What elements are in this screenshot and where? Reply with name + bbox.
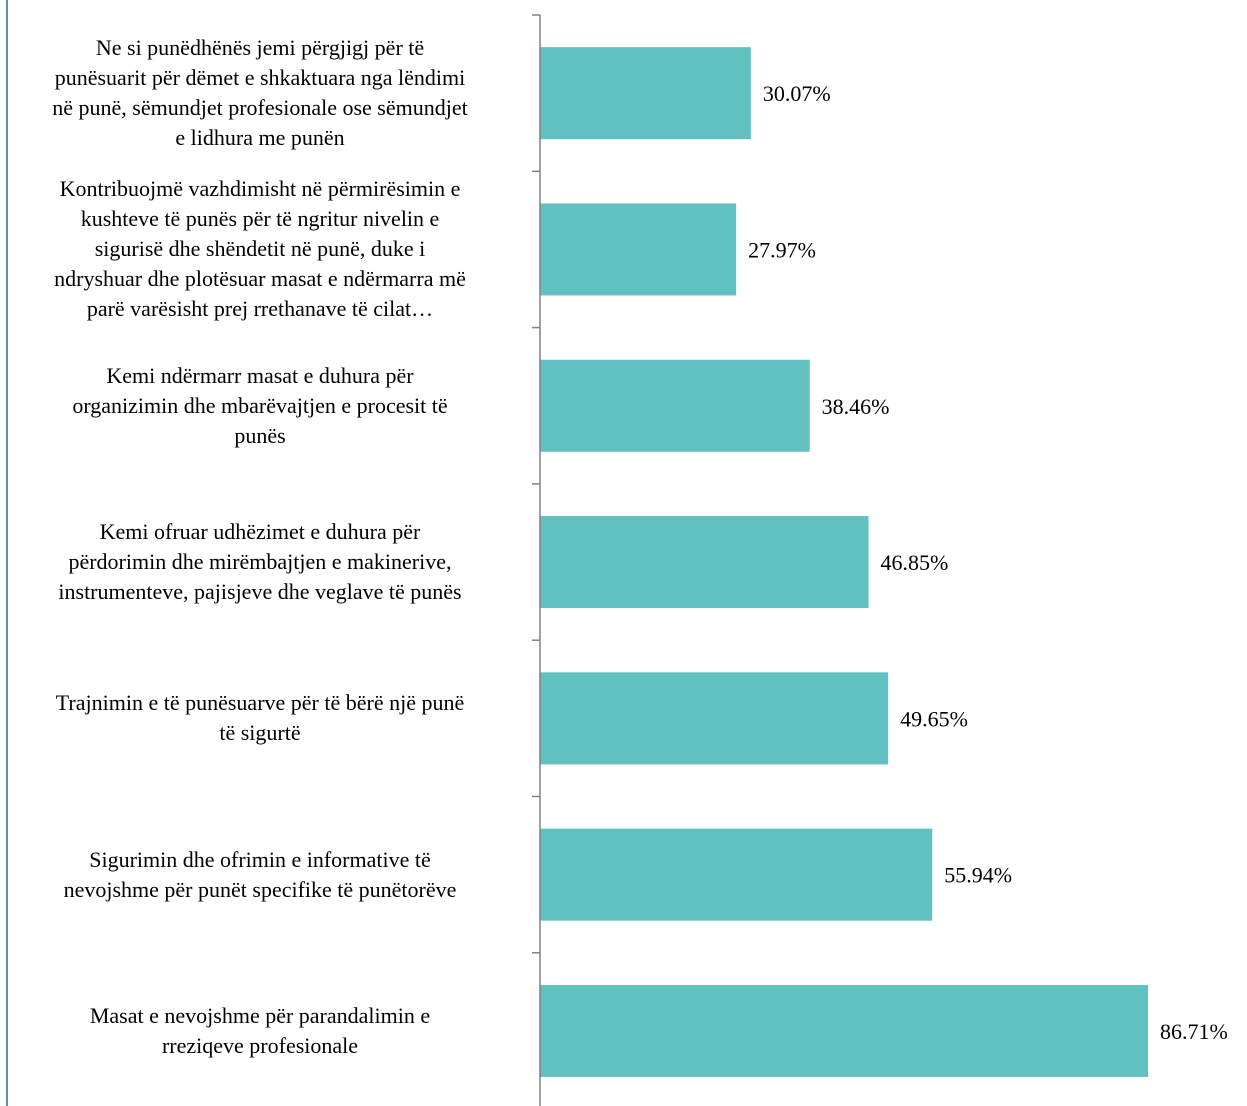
- data-label: 46.85%: [881, 550, 949, 575]
- category-label: Kemi ofruar udhëzimet e duhura për përdo…: [58, 519, 462, 605]
- bar-group: [540, 47, 1148, 1077]
- bar: [540, 47, 751, 140]
- bar: [540, 516, 869, 609]
- value-label-group: 30.07% 27.97% 38.46% 46.85% 49.65% 55.94% 86.7…: [748, 81, 1228, 1044]
- data-label: 30.07%: [763, 81, 831, 106]
- data-label: 38.46%: [822, 394, 890, 419]
- data-label: 55.94%: [944, 863, 1012, 888]
- bar: [540, 828, 933, 921]
- left-border-line: [6, 0, 8, 1106]
- category-axis: [532, 14, 541, 1106]
- bar: [540, 359, 810, 452]
- category-label: Kemi ndërmarr masat e duhura për organiz…: [72, 362, 448, 448]
- data-label: 27.97%: [748, 237, 816, 262]
- category-label: Trajnimin e të punësuarve për të bërë nj…: [55, 690, 465, 746]
- category-label: Ne si punëdhënës jemi përgjigj për të pu…: [52, 35, 468, 151]
- category-label: Kontribuojmë vazhdimisht në përmirësimin…: [54, 176, 466, 322]
- bar: [540, 984, 1148, 1077]
- data-label: 49.65%: [900, 706, 968, 731]
- category-label: Sigurimin dhe ofrimin e informative të n…: [63, 846, 457, 902]
- bar: [540, 672, 889, 765]
- bar: [540, 203, 737, 296]
- data-label: 86.71%: [1160, 1019, 1228, 1044]
- category-label: Masat e nevojshme për parandalimin e rre…: [89, 1002, 431, 1058]
